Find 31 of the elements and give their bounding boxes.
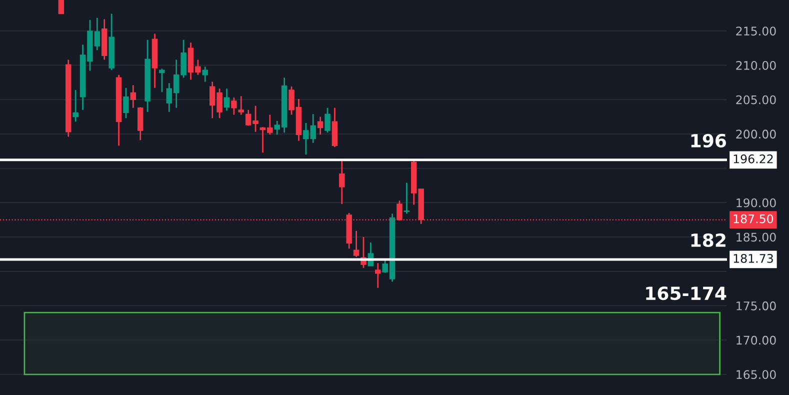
annotation: 196 [691, 134, 726, 148]
candlestick [72, 89, 78, 122]
y-tick-label: 190.00 [736, 198, 776, 208]
ref-line-label: 196.22 [734, 154, 773, 164]
candlestick [224, 88, 230, 112]
y-tick-label: 170.00 [736, 336, 776, 345]
y-tick-label: 210.00 [736, 60, 776, 70]
candlestick [231, 96, 237, 116]
candlestick [130, 84, 136, 109]
y-tick-label: 175.00 [736, 301, 776, 310]
ref-line-label: 187.50 [734, 214, 774, 224]
y-tick-label: 200.00 [736, 130, 776, 139]
y-tick-label: 205.00 [736, 95, 776, 104]
annotation: 182 [691, 233, 726, 248]
candlestick [238, 95, 244, 116]
band-label: 165-174 [646, 286, 726, 300]
y-tick-label: 185.00 [736, 232, 776, 242]
y-tick-label: 165.00 [736, 370, 776, 380]
candlestick [317, 116, 324, 136]
candlestick [123, 87, 129, 119]
candlestick [339, 159, 345, 205]
candlestick [404, 182, 410, 214]
candlestick [159, 68, 165, 93]
ref-line-label: 181.73 [734, 254, 773, 263]
candlestick [58, 0, 64, 14]
candlestick [353, 230, 360, 258]
candlestick [202, 66, 208, 82]
candlestick [375, 262, 381, 289]
candlestick [137, 106, 144, 141]
y-tick-label: 215.00 [736, 26, 776, 36]
candlestick [324, 107, 330, 134]
